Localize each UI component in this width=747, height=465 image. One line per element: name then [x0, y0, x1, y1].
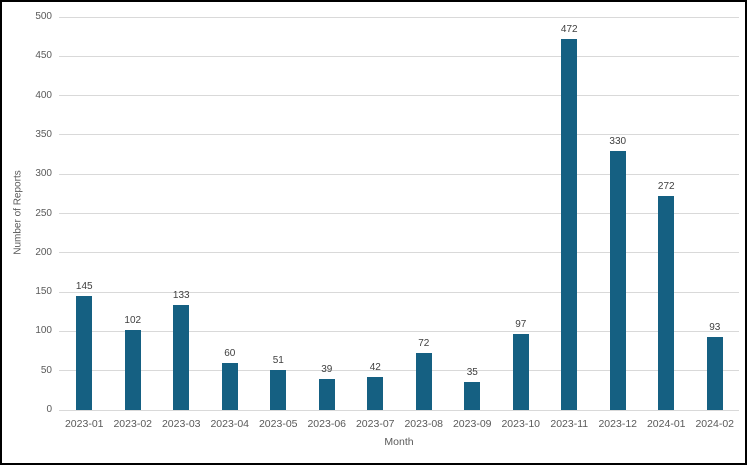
y-tick-200: 200 — [35, 246, 52, 258]
bar-2023-05 — [270, 369, 287, 410]
y-tick-350: 350 — [35, 128, 52, 140]
bar-2023-01 — [76, 296, 93, 410]
gridline-50 — [59, 370, 739, 372]
y-tick-300: 300 — [35, 168, 52, 180]
bar-value-2023-08: 72 — [418, 338, 430, 350]
bar-2023-02 — [124, 329, 141, 410]
bar-2023-12 — [609, 150, 626, 410]
bar-value-2023-11: 472 — [560, 24, 578, 35]
x-tick-2024-01: 2024-01 — [646, 418, 686, 430]
gridline-0 — [59, 409, 739, 411]
y-tick-400: 400 — [35, 89, 52, 101]
bar-2023-03 — [173, 305, 190, 410]
x-tick-2024-02: 2024-02 — [695, 418, 735, 430]
bar-2024-01 — [658, 196, 675, 410]
x-tick-2023-03: 2023-03 — [161, 418, 201, 430]
bar-value-2023-01: 145 — [75, 281, 93, 293]
bar-value-2023-09: 35 — [466, 367, 478, 379]
gridline-450 — [59, 55, 739, 57]
bar-value-2024-01: 272 — [657, 181, 675, 193]
y-tick-100: 100 — [35, 325, 52, 337]
bar-value-2023-02: 102 — [124, 314, 142, 326]
gridline-500 — [59, 16, 739, 18]
x-axis-title: Month — [384, 436, 414, 448]
bar-2023-11 — [561, 39, 578, 410]
gridline-250 — [59, 213, 739, 214]
bar-2023-08 — [415, 353, 432, 410]
gridline-400 — [59, 95, 739, 97]
bar-2023-09 — [464, 382, 481, 410]
x-tick-2023-09: 2023-09 — [452, 418, 492, 430]
bar-value-2023-04: 60 — [224, 347, 236, 359]
x-tick-2023-02: 2023-02 — [113, 418, 153, 430]
gridline-200 — [59, 252, 739, 254]
gridline-150 — [59, 291, 739, 293]
bar-value-2023-06: 39 — [321, 364, 333, 376]
y-tick-150: 150 — [35, 286, 52, 298]
bar-2023-10 — [512, 333, 529, 410]
y-tick-0: 0 — [46, 404, 52, 415]
bar-value-2023-07: 42 — [369, 361, 381, 373]
y-tick-450: 450 — [35, 50, 52, 62]
y-tick-250: 250 — [35, 207, 52, 219]
bar-value-2023-03: 133 — [172, 290, 190, 302]
bar-value-2023-10: 97 — [515, 318, 527, 330]
bar-value-2023-05: 51 — [272, 354, 284, 366]
gridline-300 — [59, 173, 739, 175]
bar-2023-07 — [367, 376, 384, 410]
x-tick-2023-06: 2023-06 — [307, 418, 347, 430]
bar-2023-04 — [221, 362, 238, 410]
y-tick-500: 500 — [35, 11, 52, 22]
gridline-350 — [59, 134, 739, 136]
x-tick-2023-05: 2023-05 — [258, 418, 298, 430]
bar-2023-06 — [318, 379, 335, 410]
x-tick-2023-11: 2023-11 — [550, 418, 589, 430]
x-tick-2023-08: 2023-08 — [404, 418, 444, 430]
x-tick-2023-10: 2023-10 — [501, 418, 541, 430]
bar-2024-02 — [706, 336, 723, 410]
gridline-100 — [59, 330, 739, 332]
bar-value-2023-12: 330 — [609, 135, 627, 147]
x-tick-2023-12: 2023-12 — [598, 418, 638, 430]
y-tick-50: 50 — [40, 364, 52, 376]
x-tick-2023-04: 2023-04 — [210, 418, 250, 430]
bar-value-2024-02: 93 — [709, 321, 721, 333]
x-tick-2023-01: 2023-01 — [64, 418, 104, 430]
x-tick-2023-07: 2023-07 — [355, 418, 395, 430]
